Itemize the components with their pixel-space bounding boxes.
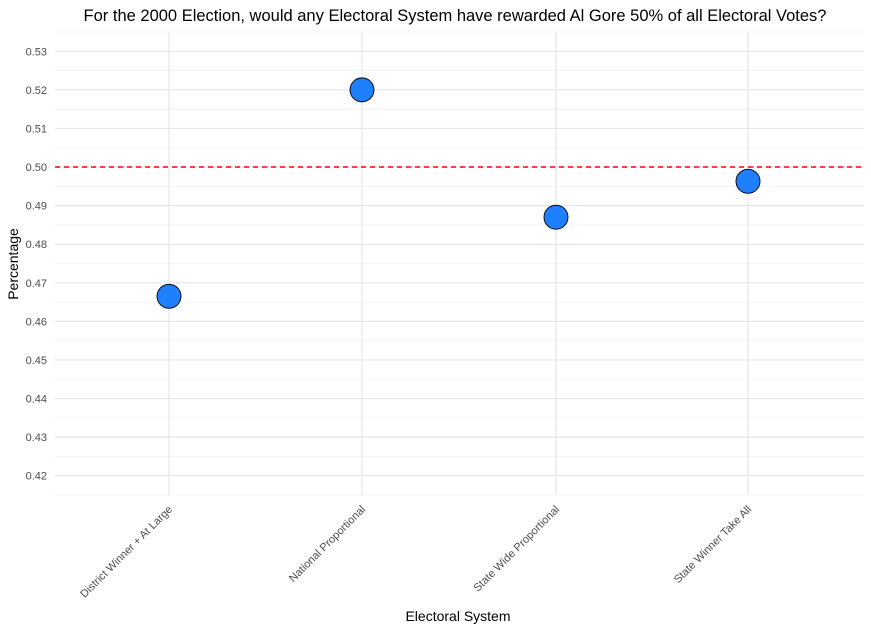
- x-tick-label: District Winner + At Large: [78, 504, 175, 601]
- data-point: [349, 77, 375, 103]
- major-gridlines: [55, 32, 864, 495]
- y-tick-label: 0.42: [26, 471, 47, 483]
- y-axis-title: Percentage: [5, 228, 21, 300]
- y-tick-label: 0.51: [26, 123, 47, 135]
- x-axis-title: Electoral System: [405, 608, 510, 624]
- y-tick-label: 0.45: [26, 355, 47, 367]
- x-tick-label: State Winner Take All: [672, 504, 754, 586]
- y-tick-label: 0.50: [26, 162, 47, 174]
- y-tick-label: 0.46: [26, 316, 47, 328]
- x-tick-label: State Wide Proportional: [471, 504, 562, 595]
- data-point: [735, 168, 761, 194]
- x-tick-label: National Proportional: [287, 504, 368, 585]
- data-point: [543, 204, 569, 230]
- data-points: [156, 77, 761, 309]
- y-tick-label: 0.44: [26, 394, 47, 406]
- y-tick-label: 0.52: [26, 85, 47, 97]
- chart-title: For the 2000 Election, would any Elector…: [84, 7, 827, 25]
- y-tick-label: 0.53: [26, 46, 47, 58]
- minor-gridlines: [55, 31, 864, 496]
- x-tick-labels: District Winner + At Large National Propo…: [78, 504, 754, 601]
- data-point: [156, 283, 182, 309]
- y-tick-label: 0.47: [26, 278, 47, 290]
- y-tick-label: 0.48: [26, 239, 47, 251]
- y-tick-labels: 0.42 0.43 0.44 0.45 0.46 0.47 0.48 0.49 0.50 0.51…: [26, 46, 47, 482]
- y-tick-label: 0.49: [26, 201, 47, 213]
- y-tick-label: 0.43: [26, 432, 47, 444]
